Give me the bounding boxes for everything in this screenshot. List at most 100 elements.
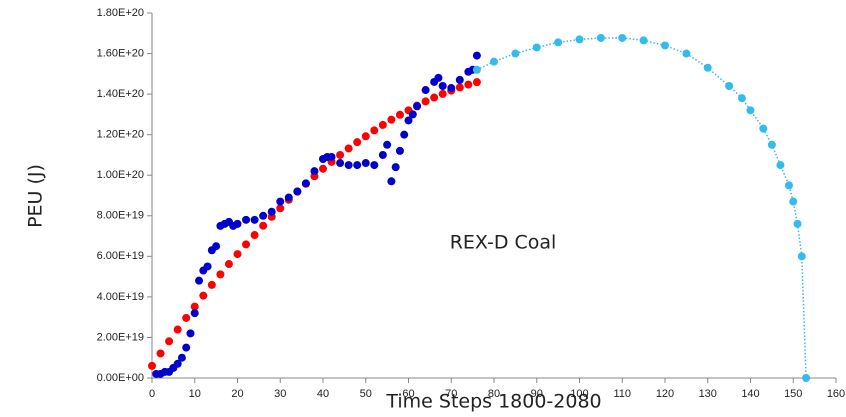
y-tick-label: 2.00E+19 [97,331,144,343]
point [182,343,191,352]
point [336,159,345,168]
point [370,161,379,170]
point [378,120,387,129]
x-tick-label: 10 [189,388,201,400]
point [421,97,430,106]
x-tick-label: 70 [445,388,457,400]
point [182,313,191,322]
x-tick-label: 60 [402,388,414,400]
point [148,361,156,370]
point [438,82,447,90]
point [661,41,669,50]
point [267,207,276,216]
point [216,270,225,279]
point [784,181,793,190]
point [395,146,404,155]
point [165,337,174,346]
point [430,93,439,102]
point [554,38,563,47]
x-tick-label: 80 [488,388,500,400]
point [212,242,221,251]
point [737,94,746,103]
point [336,150,345,159]
point [472,78,481,87]
x-tick-label: 90 [531,388,543,400]
point [759,124,768,133]
point [276,197,285,206]
point [173,359,182,368]
point [319,164,327,173]
point [310,167,319,176]
point [199,291,208,300]
point [455,75,464,84]
y-tick-label: 0.00E+00 [97,372,144,384]
point [190,302,199,311]
point [327,152,336,161]
point [395,110,404,119]
point [511,49,520,58]
point [233,219,242,228]
point [421,86,430,95]
point [344,161,353,170]
point [776,161,785,170]
point [383,140,392,149]
x-tick-label: 50 [360,388,372,400]
point [344,144,353,153]
annotation: REX-D Coal [450,232,557,254]
point [746,106,755,115]
point [725,82,734,90]
y-tick-label: 1.80E+20 [97,7,144,19]
point [472,51,481,60]
point [259,211,268,220]
point [438,89,447,98]
point [639,36,648,45]
x-tick-label: 30 [274,388,286,400]
point [361,159,370,168]
point [464,80,473,89]
point [455,83,464,92]
point [186,329,195,338]
point [378,150,387,159]
y-tick-label: 1.20E+20 [97,129,144,141]
point [301,179,310,188]
point [802,374,811,382]
point [596,33,605,42]
x-tick-label: 120 [656,388,674,400]
x-tick-label: 130 [699,388,717,400]
x-axis-title: Time Steps 1800-2080 [385,391,601,413]
point [361,132,370,141]
point [703,63,712,72]
point [224,260,233,269]
point [789,197,798,206]
x-tick-label: 40 [317,388,329,400]
point [472,65,481,74]
point [293,187,302,196]
point [532,43,541,52]
point [250,231,259,240]
point [387,177,396,186]
y-tick-label: 4.00E+19 [97,291,144,303]
y-tick-label: 6.00E+19 [97,250,144,262]
point [447,84,456,93]
point [284,193,293,202]
point [259,221,268,230]
series-line [476,37,807,379]
x-tick-label: 110 [613,388,631,400]
point [353,138,362,147]
point [370,126,379,135]
y-tick-label: 1.60E+20 [97,47,144,59]
point [242,215,251,224]
point [195,276,204,285]
point [434,73,443,82]
point [177,353,186,362]
point [233,250,242,259]
point [767,140,776,149]
point [276,204,285,213]
x-tick-label: 100 [570,388,588,400]
y-tick-label: 1.40E+20 [97,88,144,100]
point [156,349,165,358]
point [797,252,806,261]
point [404,116,413,125]
x-tick-label: 160 [827,388,845,400]
